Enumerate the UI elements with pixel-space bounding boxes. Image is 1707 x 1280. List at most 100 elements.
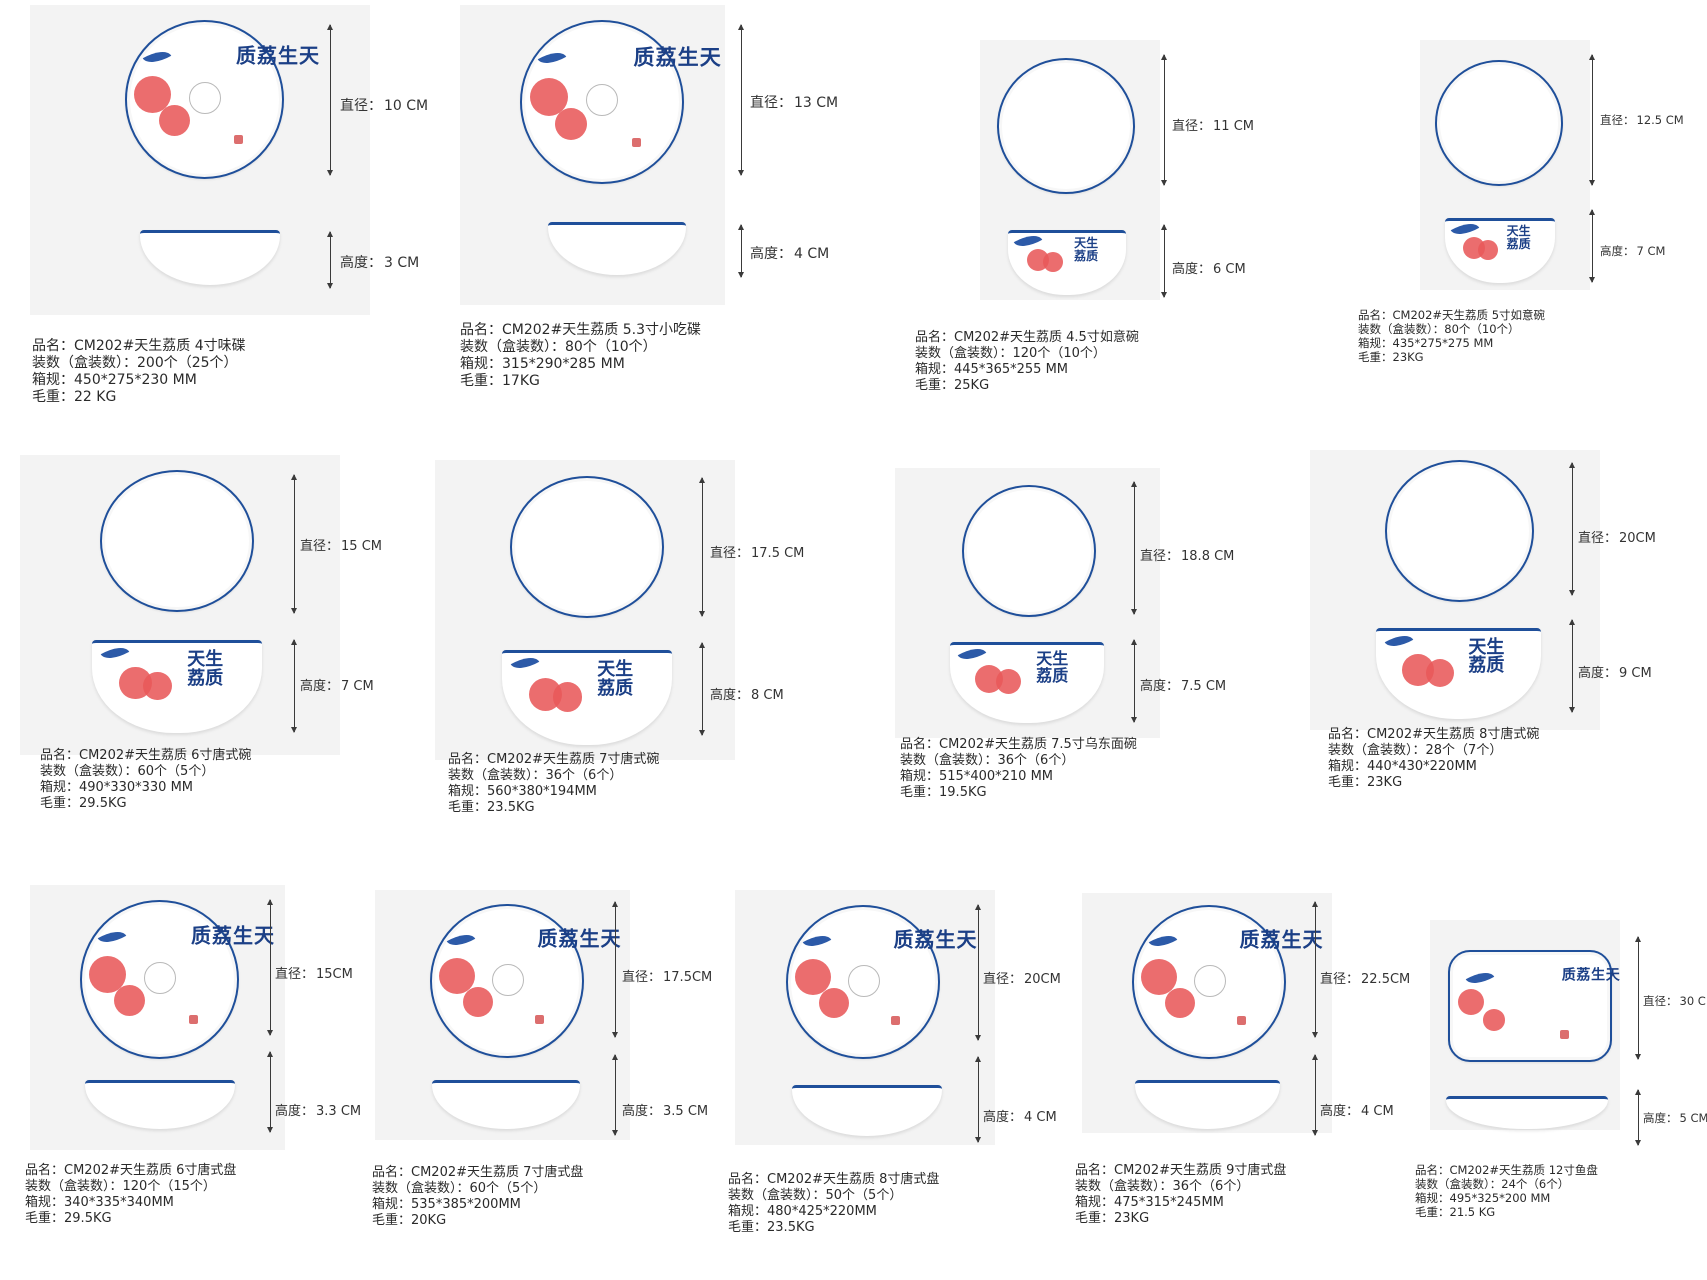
gross-weight-line: 毛重：20KG bbox=[372, 1213, 583, 1229]
height-label: 高度： 5 CM bbox=[1643, 1110, 1707, 1126]
diameter-label: 直径： 22.5CM bbox=[1320, 968, 1410, 987]
height-value: 7.5 CM bbox=[1181, 679, 1227, 694]
packing-quantity: 36个（6个） bbox=[545, 768, 623, 783]
height-value: 4 CM bbox=[794, 246, 830, 262]
carton-size-caption: 箱规： bbox=[448, 784, 488, 799]
packing-quantity: 80个（10个） bbox=[1444, 322, 1520, 336]
packing-quantity: 120个（15个） bbox=[122, 1179, 216, 1194]
diameter-dimension-line bbox=[975, 904, 981, 1041]
top-view-image bbox=[962, 485, 1096, 617]
gross-weight-caption: 毛重： bbox=[25, 1211, 65, 1226]
gross-weight-line: 毛重：23.5KG bbox=[728, 1220, 939, 1236]
diameter-caption: 直径： bbox=[1643, 994, 1678, 1008]
lychee-illustration bbox=[1483, 1009, 1505, 1031]
packing-quantity-caption: 装数（盒装数）： bbox=[1328, 743, 1426, 758]
diameter-value: 22.5CM bbox=[1361, 972, 1411, 987]
height-dimension-line bbox=[327, 231, 333, 289]
product-name-line: 品名：CM202#天生荔质 5.3寸小吃碟 bbox=[460, 322, 701, 339]
product-name-line: 品名：CM202#天生荔质 7寸唐式盘 bbox=[372, 1165, 583, 1181]
gross-weight: 19.5KG bbox=[939, 785, 987, 800]
diameter-dimension-line bbox=[1161, 54, 1167, 186]
brand-calligraphy: 天生荔质 bbox=[1506, 224, 1531, 252]
packing-quantity-caption: 装数（盒装数）： bbox=[40, 764, 138, 779]
product-name: CM202#天生荔质 9寸唐式盘 bbox=[1114, 1163, 1287, 1178]
carton-size-line: 箱规：445*365*255 MM bbox=[915, 362, 1139, 378]
packing-quantity-line: 装数（盒装数）：60个（5个） bbox=[372, 1181, 583, 1197]
gross-weight-caption: 毛重： bbox=[32, 389, 74, 405]
product-name-line: 品名：CM202#天生荔质 6寸唐式盘 bbox=[25, 1163, 236, 1179]
diameter-dimension-line bbox=[1635, 936, 1641, 1060]
packing-quantity-line: 装数（盒装数）：120个（10个） bbox=[915, 346, 1139, 362]
carton-size-caption: 箱规： bbox=[900, 769, 940, 784]
diameter-label: 直径： 20CM bbox=[983, 968, 1061, 987]
product-name-caption: 品名： bbox=[1358, 308, 1393, 322]
diameter-dimension-line bbox=[612, 901, 618, 1038]
product-info: 品名：CM202#天生荔质 6寸唐式盘 装数（盒装数）：120个（15个） 箱规：3… bbox=[25, 1163, 236, 1227]
height-caption: 高度： bbox=[1578, 666, 1618, 681]
height-caption: 高度： bbox=[1320, 1104, 1360, 1119]
carton-size: 435*275*275 MM bbox=[1392, 336, 1494, 350]
product-info: 品名：CM202#天生荔质 9寸唐式盘 装数（盒装数）：36个（6个） 箱规：475… bbox=[1075, 1163, 1286, 1227]
product-name: CM202#天生荔质 7寸唐式碗 bbox=[487, 752, 660, 767]
height-caption: 高度： bbox=[710, 688, 750, 703]
height-label: 高度： 4 CM bbox=[983, 1106, 1057, 1125]
height-value: 8 CM bbox=[751, 688, 784, 703]
top-view-image bbox=[997, 58, 1135, 194]
height-caption: 高度： bbox=[340, 255, 382, 271]
height-caption: 高度： bbox=[1172, 262, 1212, 277]
height-label: 高度： 3.3 CM bbox=[275, 1100, 361, 1119]
gross-weight-line: 毛重：19.5KG bbox=[900, 785, 1137, 801]
diameter-caption: 直径： bbox=[1320, 972, 1360, 987]
height-dimension-line bbox=[975, 1056, 981, 1143]
height-dimension-line bbox=[699, 642, 705, 736]
seal-stamp bbox=[233, 134, 243, 144]
carton-size: 515*400*210 MM bbox=[939, 769, 1054, 784]
carton-size-caption: 箱规： bbox=[1075, 1195, 1115, 1210]
top-view-image bbox=[1385, 460, 1534, 602]
height-value: 3.5 CM bbox=[663, 1104, 709, 1119]
height-value: 5 CM bbox=[1679, 1111, 1707, 1125]
brand-logo bbox=[188, 82, 221, 114]
product-name-caption: 品名： bbox=[900, 737, 940, 752]
product-name: CM202#天生荔质 7寸唐式盘 bbox=[411, 1165, 584, 1180]
carton-size-caption: 箱规： bbox=[372, 1197, 412, 1212]
packing-quantity-line: 装数（盒装数）：28个（7个） bbox=[1328, 743, 1539, 759]
gross-weight-line: 毛重：29.5KG bbox=[40, 796, 251, 812]
diameter-caption: 直径： bbox=[983, 972, 1023, 987]
diameter-label: 直径： 12.5 CM bbox=[1600, 112, 1684, 128]
lychee-illustration bbox=[439, 958, 475, 994]
product-name-line: 品名：CM202#天生荔质 8寸唐式碗 bbox=[1328, 727, 1539, 743]
seal-stamp bbox=[891, 1016, 900, 1025]
carton-size-caption: 箱规： bbox=[728, 1204, 768, 1219]
gross-weight-line: 毛重：23KG bbox=[1328, 775, 1539, 791]
height-value: 4 CM bbox=[1361, 1104, 1394, 1119]
packing-quantity: 28个（7个） bbox=[1425, 743, 1503, 758]
product-info: 品名：CM202#天生荔质 5寸如意碗 装数（盒装数）：80个（10个） 箱规：43… bbox=[1358, 308, 1545, 364]
carton-size: 445*365*255 MM bbox=[954, 362, 1069, 377]
product-name-line: 品名：CM202#天生荔质 7.5寸乌东面碗 bbox=[900, 737, 1137, 753]
carton-size-caption: 箱规： bbox=[915, 362, 955, 377]
gross-weight-line: 毛重：17KG bbox=[460, 373, 701, 390]
lychee-illustration bbox=[553, 682, 583, 712]
height-caption: 高度： bbox=[1600, 244, 1635, 258]
gross-weight-caption: 毛重： bbox=[728, 1220, 768, 1235]
diameter-label: 直径： 15 CM bbox=[300, 535, 382, 554]
product-name-line: 品名：CM202#天生荔质 6寸唐式碗 bbox=[40, 748, 251, 764]
product-name: CM202#天生荔质 12寸鱼盘 bbox=[1449, 1163, 1598, 1177]
carton-size-line: 箱规：490*330*330 MM bbox=[40, 780, 251, 796]
gross-weight-caption: 毛重： bbox=[40, 796, 80, 811]
product-name: CM202#天生荔质 6寸唐式碗 bbox=[79, 748, 252, 763]
product-info: 品名：CM202#天生荔质 7寸唐式盘 装数（盒装数）：60个（5个） 箱规：535… bbox=[372, 1165, 583, 1229]
diameter-dimension-line bbox=[327, 24, 333, 176]
diameter-label: 直径： 15CM bbox=[275, 963, 353, 982]
brand-logo bbox=[1193, 965, 1226, 997]
diameter-dimension-line bbox=[1131, 481, 1137, 615]
lychee-illustration bbox=[463, 986, 493, 1017]
diameter-caption: 直径： bbox=[275, 967, 315, 982]
lychee-illustration bbox=[1043, 251, 1064, 272]
product-info: 品名：CM202#天生荔质 8寸唐式盘 装数（盒装数）：50个（5个） 箱规：480… bbox=[728, 1172, 939, 1236]
packing-quantity: 120个（10个） bbox=[1012, 346, 1106, 361]
carton-size-line: 箱规：315*290*285 MM bbox=[460, 356, 701, 373]
gross-weight-line: 毛重：23KG bbox=[1075, 1211, 1286, 1227]
product-name: CM202#天生荔质 8寸唐式盘 bbox=[767, 1172, 940, 1187]
